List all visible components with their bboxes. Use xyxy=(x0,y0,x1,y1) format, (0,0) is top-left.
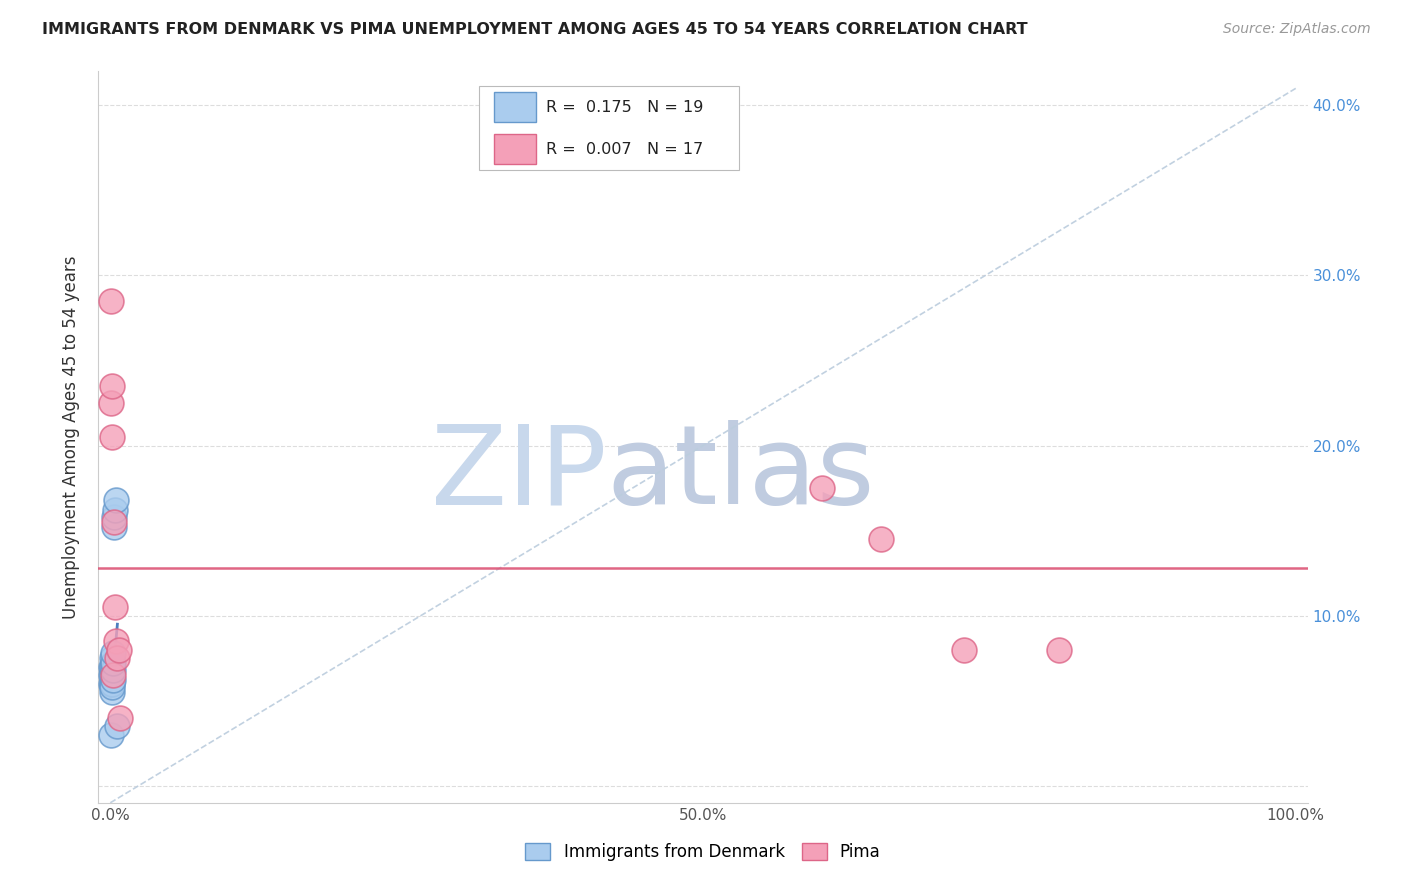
Point xyxy=(105,651,128,665)
Point xyxy=(103,515,125,529)
Text: IMMIGRANTS FROM DENMARK VS PIMA UNEMPLOYMENT AMONG AGES 45 TO 54 YEARS CORRELATI: IMMIGRANTS FROM DENMARK VS PIMA UNEMPLOY… xyxy=(42,22,1028,37)
Legend: Immigrants from Denmark, Pima: Immigrants from Denmark, Pima xyxy=(519,836,887,868)
Y-axis label: Unemployment Among Ages 45 to 54 years: Unemployment Among Ages 45 to 54 years xyxy=(62,255,80,619)
Point xyxy=(101,668,124,682)
Point xyxy=(103,646,125,660)
Point xyxy=(101,663,124,677)
Point xyxy=(101,680,124,694)
Point xyxy=(104,600,127,615)
Point xyxy=(952,642,974,657)
Point xyxy=(101,668,124,682)
Point xyxy=(105,493,128,508)
Point xyxy=(100,659,122,673)
Point xyxy=(101,659,124,673)
Point xyxy=(108,711,131,725)
Point xyxy=(869,532,891,546)
Point xyxy=(105,719,128,733)
Point xyxy=(100,728,122,742)
Point xyxy=(103,510,125,524)
Text: Source: ZipAtlas.com: Source: ZipAtlas.com xyxy=(1223,22,1371,37)
FancyBboxPatch shape xyxy=(494,92,536,122)
Point xyxy=(107,642,129,657)
Point xyxy=(100,668,122,682)
Point xyxy=(103,520,125,534)
Point xyxy=(810,481,832,495)
FancyBboxPatch shape xyxy=(479,86,740,170)
Point xyxy=(100,685,122,699)
Text: atlas: atlas xyxy=(606,420,875,527)
Point xyxy=(105,634,128,648)
Point xyxy=(101,657,124,671)
Point xyxy=(104,503,127,517)
Text: ZIP: ZIP xyxy=(430,420,606,527)
Point xyxy=(1047,642,1070,657)
Point xyxy=(101,677,124,691)
Point xyxy=(100,379,122,393)
Point xyxy=(101,651,124,665)
FancyBboxPatch shape xyxy=(494,134,536,164)
Point xyxy=(101,673,124,688)
Text: R =  0.007   N = 17: R = 0.007 N = 17 xyxy=(546,142,703,157)
Point xyxy=(101,430,124,444)
Point xyxy=(100,293,122,308)
Text: R =  0.175   N = 19: R = 0.175 N = 19 xyxy=(546,100,703,114)
Point xyxy=(100,677,122,691)
Point xyxy=(100,396,122,410)
